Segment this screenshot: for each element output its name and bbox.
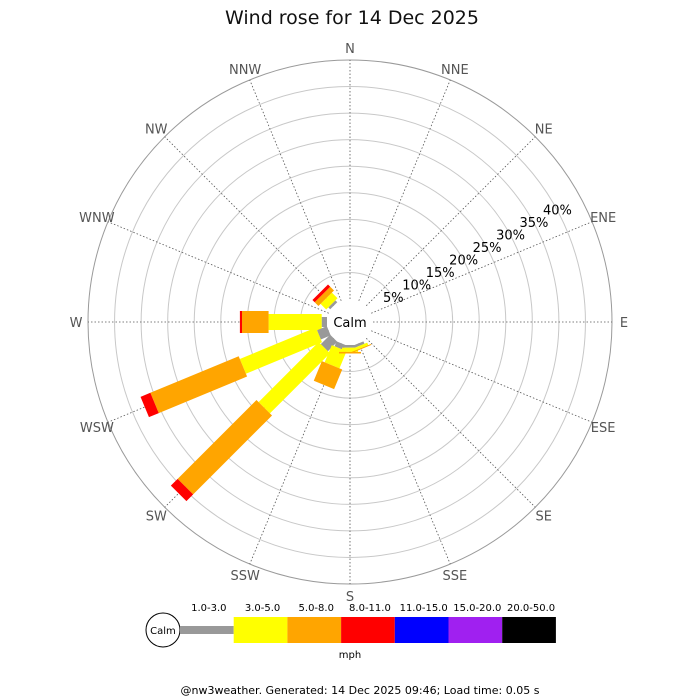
radial-tick-10: 10%	[402, 278, 431, 293]
bar-nw-segment-2	[314, 286, 335, 307]
legend-swatch-3	[341, 617, 395, 643]
bar-nw-segment-3	[312, 284, 331, 303]
legend-label-3: 8.0-11.0	[349, 603, 391, 614]
spoke-nnw	[249, 79, 342, 301]
bar-nw	[312, 284, 338, 310]
spoke-se	[365, 337, 536, 508]
spoke-wnw	[107, 221, 329, 314]
spoke-ene	[371, 221, 593, 314]
bar-sse-segment-2	[350, 343, 372, 354]
bar-sw-segment-1	[258, 341, 331, 414]
direction-label-sw: SW	[146, 510, 167, 525]
bar-wsw-segment-2	[150, 356, 248, 414]
direction-label-nw: NW	[145, 122, 168, 137]
bar-s-segment-0	[345, 345, 355, 348]
direction-label-wsw: WSW	[80, 421, 114, 436]
radial-tick-25: 25%	[473, 241, 502, 256]
spoke-ne	[365, 136, 536, 307]
spoke-ese	[371, 330, 593, 423]
direction-label-e: E	[620, 316, 628, 331]
footer-text: @nw3weather. Generated: 14 Dec 2025 09:4…	[181, 684, 540, 697]
bar-w-segment-2	[242, 311, 269, 333]
bar-w-segment-1	[268, 314, 322, 330]
direction-label-ssw: SSW	[230, 569, 260, 584]
legend-label-5: 15.0-20.0	[453, 603, 501, 614]
legend-swatch-1	[233, 617, 288, 643]
direction-label-w: W	[70, 316, 83, 331]
legend-calm-label: Calm	[150, 626, 176, 637]
bar-w-segment-3	[239, 311, 243, 333]
chart-title: Wind rose for 14 Dec 2025	[225, 7, 479, 29]
direction-label-ne: NE	[535, 122, 553, 137]
direction-label-wnw: WNW	[79, 211, 115, 226]
legend-swatch-0	[180, 626, 234, 634]
legend-swatch-6	[502, 617, 556, 643]
grid-ring-30	[167, 139, 533, 505]
direction-label-nne: NNE	[441, 63, 469, 78]
radial-tick-35: 35%	[520, 216, 549, 231]
bar-wsw-segment-3	[140, 392, 159, 418]
direction-label-s: S	[346, 590, 354, 605]
bar-wsw-segment-1	[239, 327, 322, 374]
bar-sw	[170, 334, 338, 502]
radial-tick-30: 30%	[496, 229, 525, 244]
bar-sw-segment-2	[177, 399, 273, 495]
legend-label-6: 20.0-50.0	[507, 603, 555, 614]
legend-label-1: 3.0-5.0	[245, 603, 280, 614]
direction-label-ese: ESE	[591, 421, 616, 436]
grid-ring-25	[193, 165, 507, 479]
direction-label-nnw: NNW	[229, 63, 261, 78]
legend-label-2: 5.0-8.0	[299, 603, 334, 614]
bar-sw-segment-3	[170, 478, 194, 502]
legend-swatch-4	[394, 617, 449, 643]
speed-legend: Calm 1.0-3.0 3.0-5.0 5.0-8.0 8.0-11.0 11.0-15…	[145, 603, 556, 661]
bar-wsw	[140, 326, 331, 418]
direction-label-se: SE	[536, 510, 552, 525]
bar-w	[239, 311, 327, 333]
spoke-nw	[164, 136, 335, 307]
legend-unit: mph	[339, 650, 361, 661]
legend-swatch-5	[448, 617, 503, 643]
legend-swatch-2	[287, 617, 342, 643]
bar-wsw-segment-0	[317, 326, 331, 340]
bar-sw-segment-0	[320, 334, 338, 352]
direction-label-sse: SSE	[442, 569, 467, 584]
bar-w-segment-0	[321, 317, 327, 327]
grid-ring-40	[114, 86, 586, 558]
spoke-nne	[358, 79, 451, 301]
bar-nw-segment-1	[320, 292, 338, 310]
legend-label-0: 1.0-3.0	[191, 603, 226, 614]
bar-s-segment-2	[339, 351, 361, 354]
radial-tick-15: 15%	[426, 266, 455, 281]
bar-ssw-segment-1	[324, 345, 347, 369]
calm-center: Calm	[328, 300, 372, 344]
calm-label: Calm	[333, 316, 366, 331]
radial-tick-20: 20%	[449, 253, 478, 268]
radial-tick-40: 40%	[543, 204, 572, 219]
bar-sse	[350, 341, 372, 354]
bar-nw-segment-0	[328, 300, 338, 310]
legend-label-4: 11.0-15.0	[400, 603, 448, 614]
direction-label-ene: ENE	[590, 211, 616, 226]
direction-label-n: N	[345, 42, 355, 57]
bar-sse-segment-1	[352, 342, 369, 352]
spoke-sse	[358, 343, 451, 565]
bar-ssw-segment-2	[313, 361, 343, 390]
bar-sse-segment-0	[354, 341, 365, 348]
radial-tick-5: 5%	[383, 291, 404, 306]
